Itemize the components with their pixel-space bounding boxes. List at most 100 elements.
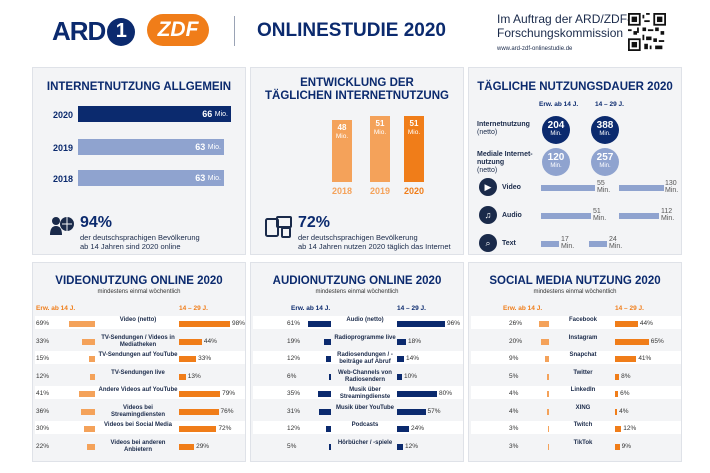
val: 24 bbox=[609, 236, 617, 243]
row-value-adults: 4% bbox=[509, 390, 519, 397]
row-value-adults: 35% bbox=[287, 390, 301, 397]
row-label: Musik über Streamingdienste bbox=[339, 387, 391, 400]
bar-unit: Mio. bbox=[207, 143, 221, 151]
unit: Min. bbox=[661, 215, 675, 222]
row-value-young: 33% bbox=[198, 355, 212, 362]
internet-usage-title: INTERNETNUTZUNG ALLGEMEIN bbox=[46, 81, 232, 93]
video-subtitle: mindestens einmal wöchentlich bbox=[97, 289, 181, 295]
row-bar-young bbox=[397, 338, 406, 345]
row-bar-adults bbox=[329, 443, 331, 450]
row-value-adults: 4% bbox=[509, 407, 519, 415]
daily-title-1: ENTWICKLUNG DER bbox=[300, 77, 414, 89]
row-label: Twitter bbox=[573, 369, 593, 376]
unit: Min. bbox=[593, 215, 607, 222]
row-bar-adults bbox=[328, 373, 331, 380]
row-stripe bbox=[471, 421, 681, 434]
row-bar-young bbox=[397, 321, 445, 327]
ard-logo-one: 1 bbox=[107, 17, 136, 46]
row-label: Facebook bbox=[568, 317, 597, 323]
duration-text-label: Text bbox=[502, 240, 516, 247]
circle-value: 120 bbox=[547, 152, 565, 163]
val: 51 bbox=[593, 208, 601, 215]
social-title: SOCIAL MEDIA NUTZUNG 2020 bbox=[489, 275, 661, 287]
daily-percentage: 72% bbox=[298, 214, 331, 231]
row-value-adults: 69% bbox=[36, 320, 50, 327]
row-value-young: 79% bbox=[222, 390, 236, 397]
circle-value: 388 bbox=[596, 120, 614, 131]
row-bar-adults bbox=[547, 373, 549, 380]
row-label: Hörbücher / -spiele bbox=[337, 439, 393, 446]
row-bar-adults bbox=[323, 338, 331, 345]
row-value-young: 14% bbox=[406, 355, 420, 362]
media-adults-circle: 120 Min. bbox=[542, 148, 570, 176]
video-title: VIDEONUTZUNG ONLINE 2020 bbox=[55, 275, 223, 287]
row-bar-young bbox=[397, 373, 402, 380]
row-bar-young bbox=[615, 356, 637, 362]
row-label: Video (netto) bbox=[119, 317, 157, 323]
circle-value: 204 bbox=[547, 120, 565, 131]
media-usage-label: Mediale Internet- nutzung (netto) bbox=[477, 151, 533, 175]
row-bar-adults bbox=[538, 321, 549, 327]
row-value-young: 72% bbox=[218, 425, 232, 432]
row-value-young: 57% bbox=[427, 407, 441, 415]
row-value-adults: 6% bbox=[287, 372, 297, 380]
row-value-adults: 5% bbox=[287, 442, 297, 450]
row-bar-young bbox=[179, 391, 221, 397]
row-value-adults: 3% bbox=[509, 425, 519, 432]
duration-col-young: 14 – 29 J. bbox=[595, 101, 624, 108]
video-young-bar bbox=[619, 185, 664, 191]
bar-unit: Mio. bbox=[214, 110, 228, 118]
commission-line-2: Forschungskommission bbox=[497, 26, 624, 40]
label-line: Internetnutzung bbox=[477, 121, 530, 128]
row-value-young: 41% bbox=[638, 355, 652, 362]
qr-code-icon[interactable] bbox=[628, 13, 666, 51]
unit: Min. bbox=[561, 243, 575, 250]
row-value-adults: 20% bbox=[509, 337, 523, 345]
audio-subtitle: mindestens einmal wöchentlich bbox=[315, 289, 399, 295]
row-label: Radioprogramme live bbox=[334, 334, 396, 341]
row-bar-young bbox=[615, 373, 620, 380]
row-bar-young bbox=[615, 426, 622, 432]
row-value-young: 76% bbox=[220, 407, 234, 415]
row-bar-young bbox=[179, 338, 202, 345]
internet-usage-label: Internetnutzung (netto) bbox=[477, 121, 530, 137]
row-label: Web-Channels von Radiosendern bbox=[338, 369, 392, 383]
row-bar-adults bbox=[307, 321, 331, 327]
row-bar-adults bbox=[83, 426, 95, 432]
duration-audio-label: Audio bbox=[502, 212, 522, 219]
row-bar-adults bbox=[68, 321, 95, 327]
bar-value: 63 bbox=[195, 173, 206, 183]
row-bar-young bbox=[615, 321, 638, 327]
row-bar-adults bbox=[90, 373, 95, 380]
bar-2018: 63 Mio. bbox=[78, 170, 224, 186]
text-adults-value: 17 Min. bbox=[561, 236, 574, 250]
row-label: Videos bei anderen Anbietern bbox=[110, 439, 166, 453]
study-url[interactable]: www.ard-zdf-onlinestudie.de bbox=[497, 46, 573, 52]
duration-video-label: Video bbox=[502, 184, 521, 191]
audio-adults-bar bbox=[541, 213, 591, 219]
row-value-adults: 12% bbox=[287, 425, 301, 432]
social-subtitle: mindestens einmal wöchentlich bbox=[533, 289, 617, 295]
year-label: 2019 bbox=[53, 143, 74, 153]
row-value-young: 29% bbox=[196, 442, 210, 450]
val: 17 bbox=[561, 236, 569, 243]
row-bar-adults bbox=[326, 426, 331, 432]
circle-value: 257 bbox=[596, 152, 614, 163]
row-label: Podcasts bbox=[351, 422, 379, 428]
row-bar-adults bbox=[547, 426, 549, 432]
row-stripe bbox=[253, 421, 463, 434]
social-col-adults: Erw. ab 14 J. bbox=[503, 305, 543, 312]
row-label: TV-Sendungen / Videos in Mediatheken bbox=[101, 334, 175, 348]
row-value-adults: 3% bbox=[509, 442, 519, 450]
row-label: Videos bei Social Media bbox=[104, 422, 172, 428]
ard-logo: ARD 1 bbox=[52, 16, 136, 47]
row-stripe bbox=[253, 351, 463, 364]
row-bar-adults bbox=[89, 356, 95, 362]
bar-2020: 66 Mio. bbox=[78, 106, 231, 122]
label-line: Mediale Internet- bbox=[477, 151, 533, 158]
audio-young-bar bbox=[619, 213, 659, 219]
row-value-young: 44% bbox=[639, 320, 653, 327]
headphones-icon: ♫ bbox=[479, 206, 497, 224]
row-bar-adults bbox=[326, 356, 331, 362]
devices-icon bbox=[265, 216, 292, 238]
